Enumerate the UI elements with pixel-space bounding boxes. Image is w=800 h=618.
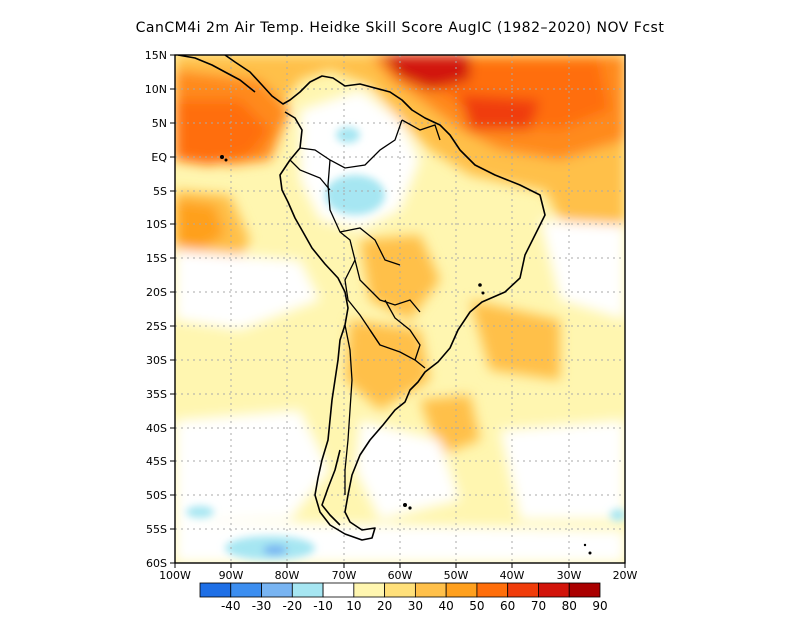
lon-label: 20W (613, 569, 638, 582)
lat-label: 45S (146, 455, 167, 468)
colorbar-swatch (353, 582, 386, 598)
lat-label: 60S (146, 557, 167, 570)
colorbar-label: 20 (377, 599, 392, 613)
grid-lines (175, 55, 625, 563)
colorbar-label: -40 (221, 599, 241, 613)
colorbar-label: 40 (439, 599, 454, 613)
lon-label: 80W (275, 569, 300, 582)
lat-label: 25S (146, 320, 167, 333)
colorbar-swatch (384, 582, 416, 598)
lon-label: 90W (219, 569, 244, 582)
lon-label: 60W (388, 569, 413, 582)
lat-label: 55S (146, 523, 167, 536)
lat-label: 15N (145, 49, 167, 62)
islands (220, 155, 592, 555)
colorbar-swatch (476, 582, 509, 598)
colorbar-label: 70 (531, 599, 546, 613)
lat-label: 15S (146, 252, 167, 265)
lat-label: 5N (152, 117, 167, 130)
country-borders (289, 119, 441, 495)
lon-label: 40W (500, 569, 525, 582)
lat-label: 30S (146, 354, 167, 367)
colorbar-label: 80 (562, 599, 577, 613)
colorbar-label: -30 (252, 599, 272, 613)
colorbar-swatch (538, 582, 570, 598)
lon-label: 70W (332, 569, 357, 582)
colorbar: -40 -30 -20 -10 10 20 30 40 50 60 70 80 90 (199, 582, 608, 613)
colorbar-label: 10 (346, 599, 361, 613)
colorbar-swatch (199, 582, 232, 598)
colorbar-label: -10 (313, 599, 333, 613)
lat-label: 50S (146, 489, 167, 502)
colorbar-swatch (414, 582, 447, 598)
chart-title: CanCM4i 2m Air Temp. Heidke Skill Score … (135, 20, 665, 36)
lat-label: 10S (146, 218, 167, 231)
colorbar-swatch (507, 582, 539, 598)
lat-label: 10N (145, 83, 167, 96)
tick-marks (170, 54, 626, 568)
colorbar-label: -20 (283, 599, 303, 613)
colorbar-swatch (261, 582, 293, 598)
colorbar-swatch (322, 582, 355, 598)
colorbar-swatch (291, 582, 324, 598)
lat-label: 5S (153, 185, 167, 198)
colorbar-label: 30 (408, 599, 423, 613)
lat-label: 35S (146, 388, 167, 401)
lon-label: 50W (444, 569, 469, 582)
lat-label: EQ (151, 151, 167, 164)
colorbar-swatch (568, 582, 601, 598)
colorbar-swatch (230, 582, 262, 598)
coastline (177, 55, 546, 541)
colorbar-swatch (445, 582, 478, 598)
colorbar-label: 60 (500, 599, 515, 613)
lon-label: 30W (557, 569, 582, 582)
lat-label: 40S (146, 422, 167, 435)
lon-label: 100W (159, 569, 191, 582)
colorbar-label: 50 (469, 599, 484, 613)
lat-label: 20S (146, 286, 167, 299)
colorbar-label: 90 (592, 599, 607, 613)
